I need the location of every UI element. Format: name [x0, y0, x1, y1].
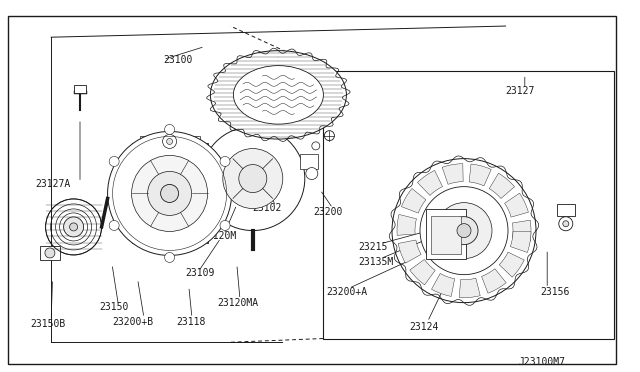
Ellipse shape [211, 51, 346, 139]
Circle shape [70, 223, 77, 231]
Text: 23200+A: 23200+A [326, 287, 367, 297]
Wedge shape [460, 278, 480, 298]
Wedge shape [401, 189, 426, 213]
Text: 23150: 23150 [99, 302, 129, 312]
Wedge shape [410, 259, 435, 285]
Text: 23102: 23102 [253, 203, 282, 213]
Circle shape [109, 221, 119, 230]
Circle shape [109, 157, 119, 166]
Circle shape [306, 167, 318, 180]
Text: 23127: 23127 [506, 86, 535, 96]
Circle shape [163, 134, 177, 148]
Circle shape [563, 221, 569, 227]
Circle shape [436, 203, 492, 259]
Circle shape [63, 217, 84, 237]
Wedge shape [499, 252, 524, 277]
Text: 23124: 23124 [410, 323, 439, 332]
Bar [431, 216, 461, 254]
Text: 23109: 23109 [186, 269, 215, 278]
Text: 23156: 23156 [541, 287, 570, 297]
Circle shape [220, 221, 230, 230]
Bar [40, 246, 60, 260]
Bar [557, 204, 575, 216]
Circle shape [161, 185, 179, 202]
Wedge shape [513, 220, 531, 241]
Text: 23200: 23200 [314, 207, 343, 217]
Circle shape [239, 164, 267, 193]
Text: 23135M: 23135M [358, 257, 394, 267]
Circle shape [166, 138, 173, 144]
Circle shape [132, 155, 207, 231]
Wedge shape [431, 273, 454, 296]
Circle shape [45, 248, 55, 258]
Text: 23120M: 23120M [202, 231, 237, 241]
Circle shape [420, 187, 508, 275]
Text: 23120MA: 23120MA [218, 298, 259, 308]
Wedge shape [481, 269, 506, 293]
Circle shape [392, 158, 536, 303]
Circle shape [450, 217, 478, 245]
Text: J23100M7: J23100M7 [518, 357, 565, 366]
Circle shape [324, 131, 334, 141]
Circle shape [164, 125, 175, 134]
Wedge shape [442, 164, 463, 184]
Wedge shape [398, 240, 421, 263]
Bar [140, 137, 200, 148]
Wedge shape [469, 164, 492, 186]
Text: 23150B: 23150B [31, 319, 66, 328]
Circle shape [201, 126, 305, 231]
Circle shape [457, 224, 471, 238]
Text: 23100: 23100 [163, 55, 193, 64]
Circle shape [220, 157, 230, 166]
Wedge shape [417, 170, 442, 195]
Wedge shape [504, 193, 529, 217]
Text: 23215: 23215 [358, 243, 388, 252]
Bar [74, 86, 86, 93]
Circle shape [312, 142, 320, 150]
Bar [300, 154, 318, 169]
Circle shape [559, 217, 573, 231]
Circle shape [108, 131, 232, 256]
Text: 23118: 23118 [176, 317, 205, 327]
Text: 23200+B: 23200+B [112, 317, 153, 327]
Wedge shape [397, 214, 417, 235]
Bar [426, 209, 466, 259]
Wedge shape [510, 231, 531, 253]
Text: 23127A: 23127A [35, 179, 70, 189]
Wedge shape [489, 173, 515, 199]
Circle shape [223, 148, 283, 209]
Bar [323, 71, 614, 339]
Circle shape [164, 253, 175, 262]
Bar [132, 144, 207, 243]
Circle shape [148, 171, 191, 215]
Ellipse shape [234, 65, 323, 124]
